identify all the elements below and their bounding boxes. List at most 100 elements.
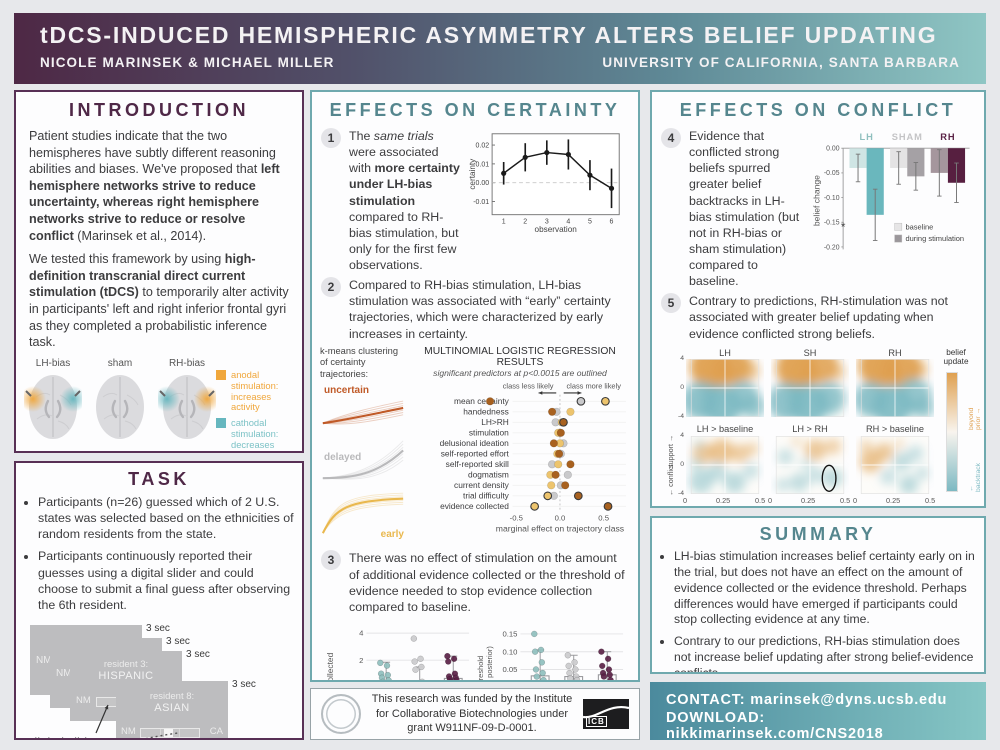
svg-text:during stimulation: during stimulation <box>905 234 964 243</box>
bullet-item: Participants (n=26) guessed which of 2 U… <box>38 494 294 542</box>
svg-text:stimulation: stimulation <box>469 427 509 437</box>
resident-label: resident 3: <box>103 658 149 670</box>
svg-text:(final bayesian posterior): (final bayesian posterior) <box>485 646 494 682</box>
contact-line: CONTACT: marinsek@dyns.ucsb.edu <box>666 692 970 708</box>
svg-text:0.15: 0.15 <box>502 629 517 638</box>
svg-text:trial difficulty: trial difficulty <box>463 490 510 500</box>
brain-LH-bias: LH-bias <box>20 357 86 448</box>
heatmap-ytick: -4 <box>677 412 684 420</box>
heatmap-panel-title: RH > baseline <box>866 423 924 434</box>
legend-text: cathodal stimulation: decreases activity <box>231 417 279 451</box>
svg-text:-0.5: -0.5 <box>510 513 523 522</box>
heatmap-ytick: 4 <box>680 354 684 362</box>
brain-RH-bias: RH-bias <box>154 358 220 448</box>
svg-text:0.00: 0.00 <box>826 146 840 153</box>
heatmap-xtick: 0.5 <box>925 495 936 505</box>
intro-paragraph-2: We tested this framework by using high-d… <box>29 252 289 350</box>
task-screen-card: resident 8:ASIANNMCASTOP <box>116 680 228 738</box>
contact-box: CONTACT: marinsek@dyns.ucsb.edu DOWNLOAD… <box>650 682 986 740</box>
certainty-title: EFFECTS ON CERTAINTY <box>329 100 621 120</box>
belief-change-bar-chart: 0.00 -0.05 -0.10 -0.15 -0.20 LH * SHAM RH belief … <box>807 128 975 289</box>
ethnicity-label: HISPANIC <box>98 669 154 682</box>
brain-label: sham <box>107 357 133 369</box>
svg-text:0.5: 0.5 <box>598 513 609 522</box>
authors: NICOLE MARINSEK & MICHAEL MILLER <box>40 55 335 70</box>
kmeans-cluster-early: early <box>320 492 408 541</box>
svg-text:observation: observation <box>535 225 578 232</box>
bullet-item: Participants continuously reported their… <box>38 548 294 613</box>
task-title: TASK <box>128 469 190 489</box>
support-axis-label: support → <box>666 434 675 468</box>
kmeans-caption: k-means clustering of certainty trajecto… <box>320 345 399 379</box>
contact-email: marinsek@dyns.ucsb.edu <box>750 692 948 708</box>
svg-text:0.01: 0.01 <box>476 161 490 168</box>
state-label: NM <box>56 667 72 679</box>
conflict-title: EFFECTS ON CONFLICT <box>679 100 957 120</box>
svg-text:-0.01: -0.01 <box>473 199 489 206</box>
svg-text:*: * <box>841 221 846 234</box>
heatmap-panel-title: LH <box>719 347 731 358</box>
certain-label: certain→ <box>730 507 760 508</box>
point-2-text: Compared to RH-bias stimulation, LH-bias… <box>349 278 611 341</box>
heatmap-xtick: 0.5 <box>755 495 766 505</box>
heatmap-xtick: 0.5 <box>840 495 851 505</box>
svg-text:0.05: 0.05 <box>502 665 517 674</box>
icb-label: ICB <box>586 716 607 727</box>
task-trial-figure: NM 3 sec NM 3 sec resident 3: HISPANIC NM 3 sec… <box>28 619 290 738</box>
cluster-label: uncertain <box>324 385 370 397</box>
cluster-label: early <box>380 529 404 541</box>
resident-label: resident 8: <box>149 690 195 702</box>
belief-update-heatmaps: LH SH RH LH > baseline LH > RH RH > baseline 4… <box>658 346 982 508</box>
svg-text:2: 2 <box>359 656 363 665</box>
poster-title: tDCS-INDUCED HEMISPHERIC ASYMMETRY ALTER… <box>40 22 938 48</box>
heatmap-xtick: 0.25 <box>801 495 816 505</box>
affiliation: UNIVERSITY OF CALIFORNIA, SANTA BARBARA <box>602 55 960 70</box>
svg-text:0.10: 0.10 <box>502 647 517 656</box>
state-label: NM <box>36 654 52 666</box>
stimulation-legend: anodal stimulation: increases activity ca… <box>216 368 294 451</box>
state-label: NM <box>121 725 136 737</box>
svg-text:evidence collected: evidence collected <box>440 501 509 511</box>
section-summary: SUMMARY LH-bias stimulation increases be… <box>650 516 986 674</box>
brain-stimulation-figure: LH-bias sham RH-bias <box>20 357 220 448</box>
point-4-text: Evidence that conflicted strong beliefs … <box>689 129 800 289</box>
duration-label: 3 sec <box>186 648 210 660</box>
point-5-text: Contrary to predictions, RH-stimulation … <box>689 294 948 341</box>
kmeans-cluster-delayed: delayed <box>320 438 408 487</box>
bullet-item: LH-bias stimulation increases belief cer… <box>674 549 976 628</box>
state-label: NM <box>76 694 91 706</box>
ethnicity-label: ASIAN <box>154 701 190 714</box>
svg-text:marginal effect on trajectory: marginal effect on trajectory class <box>496 523 624 533</box>
colorbar-title: belief update <box>943 347 969 366</box>
svg-text:class less likely: class less likely <box>503 381 554 390</box>
svg-text:self-reported skill: self-reported skill <box>446 459 509 469</box>
svg-text:handedness: handedness <box>463 406 509 416</box>
svg-text:self-reported effort: self-reported effort <box>441 448 510 458</box>
section-certainty: EFFECTS ON CERTAINTY 1 The same trials w… <box>310 90 640 682</box>
section-task: TASK Participants (n=26) guessed which o… <box>14 461 304 740</box>
legend-item: anodal stimulation: increases activity <box>216 368 294 413</box>
brain-label: LH-bias <box>35 357 71 369</box>
svg-text:evidence threshold: evidence threshold <box>477 656 485 682</box>
svg-text:dogmatism: dogmatism <box>468 469 509 479</box>
heatmap-panel-title: LH > RH <box>792 423 828 434</box>
svg-text:LH>RH: LH>RH <box>481 417 509 427</box>
colorbar-beyond-prior-label: beyond prior → <box>968 407 982 430</box>
contact-label: CONTACT: <box>666 692 746 708</box>
download-label: DOWNLOAD: <box>666 710 766 726</box>
kmeans-cluster-uncertain: uncertain <box>320 384 408 433</box>
funding-text: This research was funded by the Institut… <box>371 692 573 735</box>
evidence-collected-boxplot: 420-2-4LHSHAMRHevidence collected <box>323 619 473 680</box>
svg-text:2: 2 <box>523 218 527 225</box>
ucsb-seal-logo <box>321 694 361 734</box>
legend-text: anodal stimulation: increases activity <box>231 368 279 413</box>
download-url: nikkimarinsek.com/CNS2018 <box>666 726 884 740</box>
svg-text:current density: current density <box>454 480 510 490</box>
regression-subtitle: significant predictors at p<0.0015 are o… <box>433 367 607 378</box>
svg-text:mean certainty: mean certainty <box>454 396 510 406</box>
heatmap-ytick: 0 <box>680 460 684 468</box>
summary-title: SUMMARY <box>759 524 877 544</box>
svg-text:certainty: certainty <box>468 158 477 190</box>
svg-text:-0.20: -0.20 <box>824 244 840 251</box>
